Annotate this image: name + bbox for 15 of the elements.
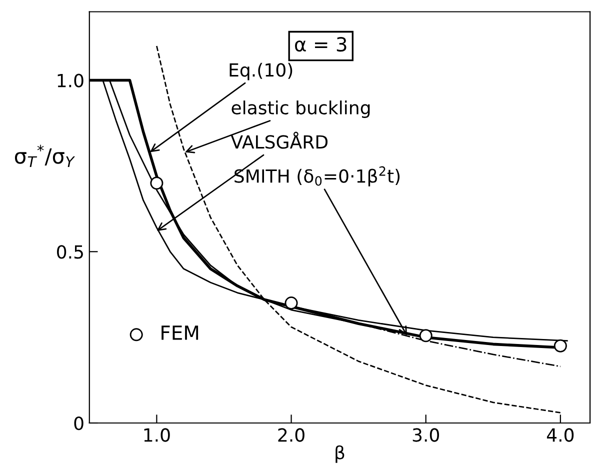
x-tick-label: 4.0 [546, 428, 574, 442]
x-axis-title: β [336, 445, 344, 463]
y-tick-label: 0 [74, 416, 84, 430]
annotation: Eq.(10) [230, 62, 292, 80]
annotation: α = 3 [295, 36, 346, 52]
x-tick-label: 2.0 [278, 428, 304, 442]
x-tick-label: 1.0 [144, 428, 170, 442]
annotation: SMITH (δ$_{0}$=0·1β$^{2}$t) [234, 166, 400, 186]
y-tick-label: 0.5 [57, 245, 83, 259]
annotation: elastic buckling [232, 100, 370, 118]
annotation: VALSGÅRD [230, 132, 328, 149]
y-tick-label: 1.0 [58, 74, 84, 88]
x-tick-label: 3.0 [412, 428, 440, 442]
legend-label: FEM [162, 326, 198, 340]
y-axis-title: σ$_{T}$$^{*}$/σ$_{Y}$ [14, 144, 76, 167]
